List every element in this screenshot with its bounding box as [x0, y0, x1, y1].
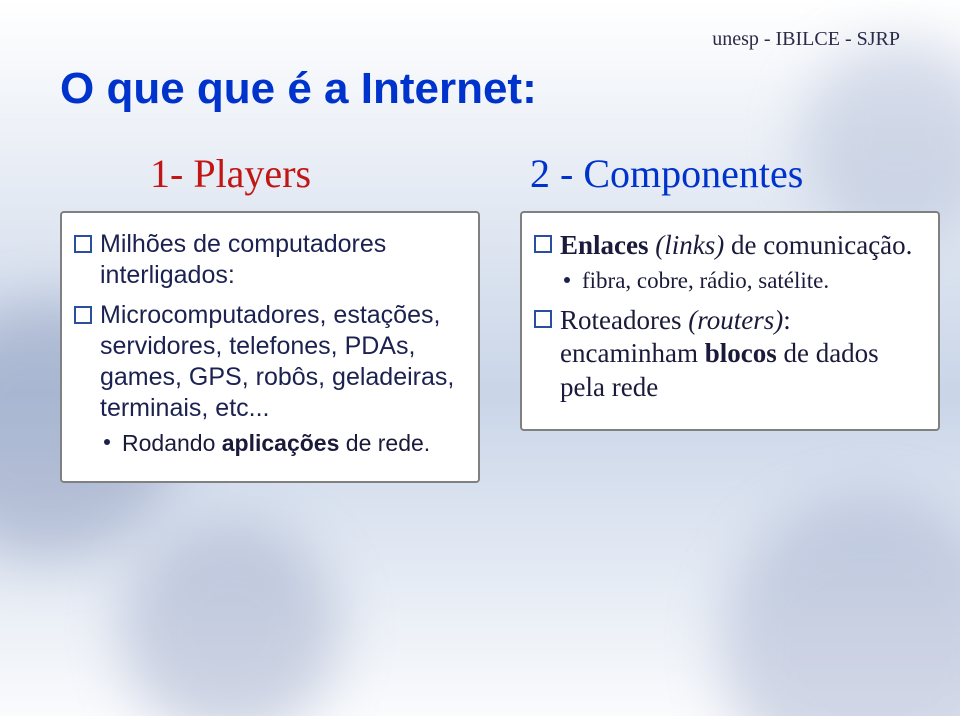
- sub-bold: aplicações: [222, 430, 340, 456]
- left-bullet-list: Milhões de computadores interligados: Mi…: [72, 229, 466, 457]
- item-suffix: de comunicação.: [724, 230, 912, 260]
- right-panel: Enlaces (links) de comunicação. fibra, c…: [520, 211, 940, 431]
- right-column: 2 - Componentes Enlaces (links) de comun…: [520, 150, 940, 431]
- item-prefix: Roteadores: [560, 305, 688, 335]
- sub-suffix: de rede.: [339, 430, 430, 456]
- bullet-text: Milhões de computadores interligados:: [100, 230, 386, 289]
- slide: unesp - IBILCE - SJRP O que que é a Inte…: [0, 0, 960, 716]
- sub-prefix: Rodando: [122, 430, 222, 456]
- item-bold: Enlaces: [560, 230, 649, 260]
- page-title: O que que é a Internet:: [60, 64, 537, 114]
- list-item: Microcomputadores, estações, servidores,…: [72, 300, 466, 458]
- bullet-text: Microcomputadores, estações, servidores,…: [100, 301, 454, 423]
- list-item: Enlaces (links) de comunicação. fibra, c…: [532, 229, 926, 296]
- sub-list-item: fibra, cobre, rádio, satélite.: [560, 267, 926, 296]
- header-text: unesp - IBILCE - SJRP: [712, 28, 900, 51]
- right-heading: 2 - Componentes: [530, 150, 940, 197]
- left-sub-list: Rodando aplicações de rede.: [100, 429, 466, 458]
- item-italic: (links): [649, 230, 725, 260]
- item-bold: blocos: [705, 338, 777, 368]
- right-sub-list: fibra, cobre, rádio, satélite.: [560, 267, 926, 296]
- left-heading: 1- Players: [150, 150, 480, 197]
- item-italic: (routers): [688, 305, 783, 335]
- list-item: Roteadores (routers): encaminham blocos …: [532, 304, 926, 405]
- list-item: Milhões de computadores interligados:: [72, 229, 466, 292]
- left-panel: Milhões de computadores interligados: Mi…: [60, 211, 480, 483]
- left-column: 1- Players Milhões de computadores inter…: [60, 150, 480, 483]
- sub-list-item: Rodando aplicações de rede.: [100, 429, 466, 458]
- right-bullet-list: Enlaces (links) de comunicação. fibra, c…: [532, 229, 926, 405]
- sub-text: fibra, cobre, rádio, satélite.: [582, 268, 829, 293]
